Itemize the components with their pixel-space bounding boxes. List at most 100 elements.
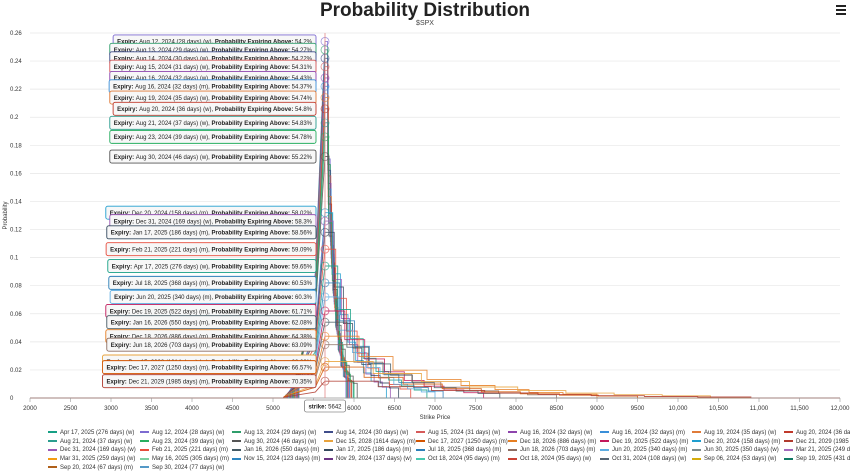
legend-item[interactable]: Mar 31, 2025 (259 days) (w) bbox=[48, 456, 135, 462]
legend-item[interactable]: Oct 18, 2024 (95 days) (m) bbox=[416, 456, 500, 462]
legend-item[interactable]: Sep 30, 2024 (77 days) (w) bbox=[140, 465, 224, 471]
tooltip-expiry-label: Expiry: bbox=[114, 155, 136, 161]
tooltip-prob-value: 70.35% bbox=[292, 379, 313, 385]
legend-item[interactable]: Nov 29, 2024 (137 days) (w) bbox=[324, 456, 412, 462]
legend-item[interactable]: Jun 30, 2025 (350 days) (w) bbox=[692, 447, 779, 453]
legend-item[interactable]: Sep 20, 2024 (67 days) (m) bbox=[48, 465, 133, 471]
tooltip-prob-value: 64.38% bbox=[292, 335, 313, 341]
legend-item[interactable]: Sep 06, 2024 (53 days) (w) bbox=[692, 456, 776, 462]
tooltip-prob-label: Probability Expiring Above: bbox=[212, 121, 292, 127]
x-tick-label: 6000 bbox=[347, 405, 361, 412]
x-tick-label: 4500 bbox=[226, 405, 240, 412]
tooltip-prob-value: 59.65% bbox=[292, 264, 313, 270]
legend-item[interactable]: Sep 19, 2025 (431 days) (m) bbox=[784, 456, 850, 462]
chart-plot-area: 0 0.02 0.04 0.06 0.08 0.1 0.12 0.14 0.16 0.18 0.2 0… bbox=[3, 31, 850, 421]
tooltip-prob-value: 59.09% bbox=[292, 247, 313, 253]
tooltip-expiry-label: Expiry: bbox=[117, 40, 139, 46]
tooltip-prob-label: Probability Expiring Above: bbox=[212, 85, 292, 91]
legend-item[interactable]: Oct 31, 2024 (108 days) (w) bbox=[600, 456, 686, 462]
legend-label: Dec 21, 2029 (1985 days) (m) bbox=[796, 438, 850, 445]
tooltip-expiry-value: Aug 16, 2024 (32 days) (m), bbox=[135, 85, 211, 91]
legend-item[interactable]: Aug 13, 2024 (29 days) (w) bbox=[232, 430, 316, 436]
tooltip-prob-label: Probability Expiring Above: bbox=[212, 48, 292, 54]
legend-label: Aug 23, 2024 (39 days) (w) bbox=[152, 438, 225, 445]
x-tick-label: 11,000 bbox=[750, 405, 769, 412]
x-tick-label: 12,000 bbox=[831, 405, 850, 412]
legend-item[interactable]: Dec 19, 2025 (522 days) (m) bbox=[600, 439, 688, 445]
legend-swatch bbox=[784, 448, 793, 451]
tooltip-expiry-value: Aug 23, 2024 (39 days) (w), bbox=[136, 135, 212, 141]
legend-swatch bbox=[232, 448, 241, 451]
tooltip-expiry-value: Aug 20, 2024 (36 days) (w), bbox=[139, 107, 215, 113]
legend-item[interactable]: Aug 23, 2024 (39 days) (w) bbox=[140, 439, 224, 445]
hamburger-menu-icon[interactable] bbox=[836, 5, 846, 15]
tooltip-expiry-label: Expiry: bbox=[114, 295, 136, 301]
legend-item[interactable]: Dec 18, 2026 (886 days) (m) bbox=[508, 439, 596, 445]
tooltip-prob-label: Probability Expiring Above: bbox=[215, 107, 295, 113]
tooltip-box bbox=[108, 275, 317, 290]
legend-item[interactable]: Jul 18, 2025 (368 days) (m) bbox=[416, 447, 501, 453]
legend-item[interactable]: Nov 15, 2024 (123 days) (m) bbox=[232, 456, 320, 462]
tooltip-expiry-label: Expiry: bbox=[117, 107, 139, 113]
strike-label-value: 5642 bbox=[328, 405, 342, 411]
legend-item[interactable]: Apr 17, 2025 (276 days) (w) bbox=[48, 430, 134, 436]
legend-label: Aug 16, 2024 (32 days) (w) bbox=[520, 430, 593, 436]
legend-item[interactable]: Aug 20, 2024 (36 days) (w) bbox=[784, 430, 850, 436]
legend-item[interactable]: Aug 19, 2024 (35 days) (w) bbox=[692, 430, 776, 436]
legend-item[interactable]: May 16, 2025 (305 days) (m) bbox=[140, 456, 229, 462]
tooltip-expiry-value: Jul 18, 2025 (368 days) (m), bbox=[135, 281, 212, 287]
tooltip-expiry-value: Aug 21, 2024 (37 days) (w), bbox=[136, 121, 212, 127]
legend-item[interactable]: Jan 17, 2025 (186 days) (m) bbox=[324, 447, 411, 453]
legend-item[interactable]: Aug 12, 2024 (28 days) (w) bbox=[140, 430, 224, 436]
legend-swatch bbox=[324, 431, 333, 434]
legend-item[interactable]: Aug 16, 2024 (32 days) (w) bbox=[508, 430, 592, 436]
legend-label: Jun 20, 2025 (340 days) (m) bbox=[612, 447, 688, 454]
tooltip-expiry-label: Expiry: bbox=[111, 231, 133, 237]
tooltip-prob-label: Probability Expiring Above: bbox=[212, 379, 292, 385]
series-line bbox=[30, 136, 840, 399]
tooltip-text: Expiry: Jun 20, 2025 (340 days) (m), Pro… bbox=[114, 295, 313, 301]
legend-item[interactable]: Jun 20, 2025 (340 days) (m) bbox=[600, 447, 687, 453]
y-tick-label: 0.1 bbox=[10, 256, 19, 262]
x-tick-label: 8500 bbox=[550, 405, 564, 412]
tooltip-expiry-label: Expiry: bbox=[112, 264, 134, 270]
legend-item[interactable]: Feb 21, 2025 (221 days) (m) bbox=[140, 447, 228, 453]
tooltip-expiry-value: Feb 21, 2025 (221 days) (m), bbox=[132, 247, 211, 253]
legend-item[interactable]: Jan 16, 2026 (550 days) (m) bbox=[232, 447, 319, 453]
tooltip-expiry-value: Dec 21, 2029 (1985 days) (m), bbox=[128, 379, 211, 385]
legend-item[interactable]: Aug 14, 2024 (30 days) (w) bbox=[324, 430, 408, 436]
x-tick-label: 2500 bbox=[64, 405, 78, 412]
legend-item[interactable]: Aug 16, 2024 (32 days) (m) bbox=[600, 430, 685, 436]
legend-label: Dec 31, 2024 (169 days) (w) bbox=[60, 447, 136, 454]
legend-item[interactable]: Dec 21, 2029 (1985 days) (m) bbox=[784, 439, 850, 445]
legend-label: Aug 20, 2024 (36 days) (w) bbox=[796, 430, 850, 436]
tooltip: Expiry: Jan 17, 2025 (186 days) (m), Pro… bbox=[106, 225, 317, 240]
x-tick-label: 3000 bbox=[104, 405, 118, 412]
tooltip-prob-label: Probability Expiring Above: bbox=[215, 40, 295, 46]
tooltip: Expiry: Jun 18, 2026 (703 days) (m), Pro… bbox=[106, 337, 317, 352]
legend-label: Aug 19, 2024 (35 days) (w) bbox=[704, 430, 777, 436]
tooltip: Expiry: Apr 17, 2025 (276 days) (w), Pro… bbox=[107, 259, 317, 273]
strike-label-key: strike: bbox=[308, 405, 328, 411]
legend-label: Aug 21, 2024 (37 days) (w) bbox=[60, 438, 133, 445]
legend-item[interactable]: Mar 21, 2025 (249 days) (m) bbox=[784, 447, 850, 453]
tooltip-prob-value: 54.22% bbox=[292, 57, 313, 63]
legend-item[interactable]: Aug 30, 2024 (46 days) (w) bbox=[232, 439, 316, 445]
legend-item[interactable]: Dec 31, 2024 (169 days) (w) bbox=[48, 447, 136, 453]
strike-label: strike: 5642 bbox=[304, 399, 346, 413]
series-line bbox=[30, 282, 840, 399]
series-line bbox=[30, 380, 840, 399]
x-tick-label: 8000 bbox=[509, 405, 523, 412]
x-tick-label: 11,500 bbox=[790, 405, 809, 412]
tooltip-expiry-value: Apr 17, 2025 (276 days) (w), bbox=[134, 264, 212, 270]
legend-item[interactable]: Dec 17, 2027 (1250 days) (m) bbox=[416, 439, 508, 445]
legend-item[interactable]: Dec 15, 2028 (1614 days) (m) bbox=[324, 439, 416, 445]
legend-item[interactable]: Jun 18, 2026 (703 days) (m) bbox=[508, 447, 595, 453]
legend-item[interactable]: Dec 20, 2024 (158 days) (m) bbox=[692, 439, 780, 445]
legend-item[interactable]: Oct 18, 2024 (95 days) (w) bbox=[508, 456, 591, 462]
tooltip-text: Expiry: Dec 31, 2024 (169 days) (w), Pro… bbox=[114, 219, 313, 225]
tooltip: Expiry: Aug 30, 2024 (46 days) (w), Prob… bbox=[109, 149, 317, 164]
legend-item[interactable]: Aug 15, 2024 (31 days) (w) bbox=[416, 430, 500, 436]
tooltip-expiry-value: Dec 31, 2024 (169 days) (w), bbox=[136, 219, 215, 225]
legend-item[interactable]: Aug 21, 2024 (37 days) (w) bbox=[48, 439, 132, 445]
